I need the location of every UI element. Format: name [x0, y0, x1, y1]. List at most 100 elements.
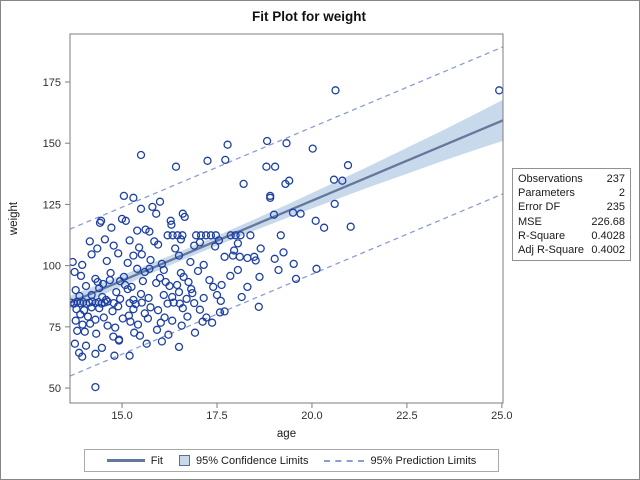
data-point-marker [229, 246, 239, 255]
data-point-marker [161, 277, 170, 287]
data-point-marker [70, 257, 77, 267]
y-axis-title: weight [8, 201, 20, 236]
data-point-marker [319, 223, 329, 232]
data-point-marker [288, 208, 298, 217]
data-point-marker [269, 210, 279, 219]
fit-line [70, 119, 503, 304]
data-point-marker [85, 319, 95, 328]
data-point-marker [255, 272, 264, 282]
data-point-marker [163, 299, 172, 308]
data-point-marker [217, 280, 226, 290]
data-point-marker [95, 304, 104, 313]
plot-legend: Fit 95% Confidence Limits 95% Prediction… [84, 449, 499, 472]
data-point-marker [182, 294, 191, 304]
data-point-marker [103, 321, 112, 330]
data-point-marker [137, 298, 146, 307]
y-tick-label: 75 [49, 322, 61, 334]
data-point-marker [152, 278, 161, 288]
data-point-marker [108, 307, 117, 316]
data-point-marker [99, 313, 108, 322]
data-point-marker [296, 209, 305, 218]
data-point-marker [214, 236, 224, 245]
stats-label: MSE [518, 215, 542, 228]
data-point-marker [184, 277, 193, 287]
data-point-marker [129, 251, 138, 260]
x-tick-label: 25.0 [491, 410, 512, 422]
fit-statistics-table: Observations 237 Parameters 2 Error DF 235 MSE… [512, 168, 631, 262]
data-point-marker [311, 216, 320, 225]
stats-row: Parameters 2 [513, 186, 630, 200]
lower-prediction-limit-line [70, 193, 503, 377]
upper-prediction-limit-line [70, 46, 503, 230]
data-point-marker [145, 227, 154, 236]
data-point-marker [80, 327, 89, 336]
data-point-marker [195, 238, 205, 247]
data-point-marker [220, 307, 229, 316]
data-point-marker [143, 314, 153, 323]
stats-label: R-Square [518, 229, 566, 242]
data-point-marker [495, 86, 503, 95]
data-point-marker [160, 313, 169, 322]
data-point-marker [285, 176, 294, 185]
data-point-marker [156, 318, 165, 327]
data-point-marker [190, 328, 200, 337]
stats-label: Parameters [518, 187, 575, 200]
data-point-marker [171, 162, 181, 171]
data-point-marker [136, 204, 146, 213]
data-point-marker [262, 136, 272, 146]
x-tick-label: 20.0 [301, 410, 322, 422]
data-point-marker [256, 244, 265, 253]
data-point-marker [135, 331, 145, 340]
data-point-marker [187, 284, 196, 294]
data-point-marker [215, 308, 225, 317]
data-point-marker [159, 290, 168, 300]
data-point-marker [138, 276, 148, 286]
data-point-marker [123, 284, 132, 294]
data-point-marker [186, 257, 195, 267]
data-point-marker [190, 298, 199, 308]
data-point-marker [152, 325, 162, 334]
data-point-marker [72, 305, 81, 314]
data-point-marker [121, 216, 130, 225]
data-point-marker [114, 336, 124, 345]
data-point-marker [112, 287, 121, 297]
data-point-marker [133, 320, 143, 329]
data-point-marker [133, 264, 142, 273]
data-point-marker [150, 237, 159, 246]
data-point-marker [166, 216, 175, 225]
data-point-marker [239, 179, 248, 189]
legend-item-fit: Fit [106, 454, 163, 467]
data-point-marker [276, 231, 285, 240]
data-point-marker [137, 250, 146, 259]
data-point-marker [146, 303, 155, 312]
data-point-marker [250, 252, 259, 261]
data-point-marker [206, 231, 216, 240]
data-point-marker [81, 281, 91, 291]
data-point-marker [81, 341, 91, 350]
confidence-band-swatch-icon [178, 455, 190, 466]
stats-label: Adj R-Square [518, 244, 585, 257]
data-point-marker [237, 292, 246, 302]
data-point-marker [120, 280, 130, 290]
x-axis-title: age [277, 428, 296, 440]
data-point-marker [70, 267, 79, 277]
data-point-marker [85, 237, 94, 246]
y-tick-label: 100 [43, 261, 61, 273]
x-tick-label: 15.0 [111, 410, 132, 422]
data-point-marker [134, 243, 144, 252]
data-point-marker [92, 329, 101, 338]
data-point-marker [106, 268, 115, 278]
data-point-marker [73, 326, 82, 335]
data-point-marker [216, 296, 225, 306]
data-point-marker [231, 231, 240, 240]
data-point-marker [243, 253, 252, 263]
legend-label-fit: Fit [150, 454, 163, 467]
x-tick-label: 22.5 [396, 410, 417, 422]
data-point-marker [70, 339, 80, 348]
data-point-marker [203, 156, 212, 165]
data-point-marker [125, 351, 134, 360]
data-point-marker [246, 231, 255, 240]
data-point-marker [107, 223, 116, 232]
data-point-marker [210, 242, 220, 251]
